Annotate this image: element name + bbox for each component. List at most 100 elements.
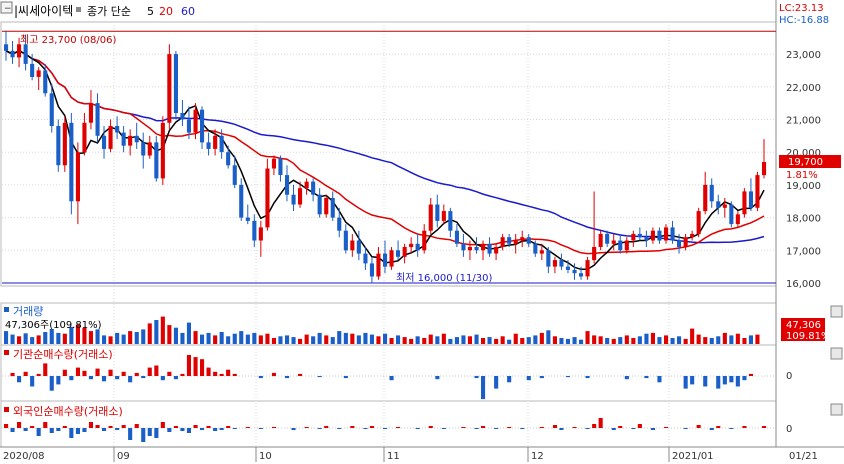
volume-bar [533,335,538,344]
volume-bar [611,338,616,344]
candle-body [565,266,570,270]
institution-bar [180,373,185,376]
volume-bar [500,336,505,344]
institution-bar [160,376,165,381]
volume-bar [513,333,518,344]
price-tick: 19,000 [786,181,821,192]
volume-bar [30,337,35,344]
institution-bar [141,376,146,379]
volume-bar [389,338,394,344]
institution-bar [200,359,205,376]
candle-body [258,227,263,241]
foreign-bar [193,425,198,428]
candle-body [624,240,629,251]
candle-body [252,220,257,241]
collapse-box-icon[interactable] [0,1,13,14]
volume-bar [4,331,9,344]
institution-bar [716,376,721,389]
institution-bars [2,355,776,400]
volume-panel-button[interactable] [830,305,843,318]
candle-body [664,227,669,241]
candle-body [311,181,316,195]
volume-bar [363,332,368,344]
institution-bar [115,376,120,380]
volume-bar [10,334,15,344]
foreign-bar [396,427,401,428]
volume-bar [75,324,80,344]
foreign-bar [36,428,41,436]
ma5-period: 5 [147,5,154,18]
candle-body [154,142,159,179]
institution-bar [173,376,178,380]
foreign-bar [10,428,15,432]
institution-zero-label: 0 [786,371,792,382]
candle-body [441,211,446,221]
volume-bar [356,335,361,344]
foreign-bar [729,428,734,429]
stock-name[interactable]: |씨세아이텍 [14,4,73,18]
candle-body [115,126,120,133]
foreign-panel-button[interactable] [830,403,843,416]
candle-body [30,63,35,77]
candle-body [435,204,440,221]
volume-bar [716,336,721,344]
candle-body [690,233,695,238]
foreign-bar [494,428,499,429]
volume-bar [677,336,682,344]
foreign-bar [683,428,688,429]
foreign-bar [128,428,133,440]
volume-bar [258,335,263,344]
candle-body [200,109,205,143]
candle-body [696,211,701,234]
institution-bar [167,371,172,376]
collapse-minus-icon: − [4,4,12,14]
candle-body [278,158,283,175]
volume-value: 47,306주(109.81%) [5,320,102,331]
foreign-bar [108,426,113,428]
volume-bar [343,332,348,344]
foreign-bar [304,427,309,428]
institution-bar [186,355,191,376]
price-tick: 16,000 [786,279,821,290]
institution-title: 기관순매수량(거래소) [13,348,113,361]
candle-body [128,135,133,146]
volume-bar [128,331,133,344]
volume-bar [245,334,250,344]
volume-bar [102,335,107,344]
institution-bar [657,376,662,383]
institution-panel-button[interactable] [830,347,843,360]
ma-label: 종가 단순 [87,5,131,18]
institution-bar [88,376,93,380]
candle-body [611,240,616,244]
candle-body [755,175,760,208]
foreign-bar [572,427,577,428]
institution-bar [703,376,708,387]
institution-bar [624,376,629,380]
foreign-bar [4,424,9,428]
institution-bar [389,376,394,381]
candle-body [324,198,329,215]
foreign-bar [461,427,466,428]
candle-body [102,135,107,149]
time-label: 2021/01 [672,451,714,462]
candle-body [141,142,146,156]
volume-bar [422,338,427,344]
volume-bar [298,338,303,344]
candle-body [396,250,401,257]
volume-bar [402,337,407,344]
candle-body [337,217,342,231]
volume-bar [650,332,655,344]
foreign-bar [709,428,714,430]
foreign-bar [271,427,276,428]
volume-bar [507,339,512,344]
institution-bar [285,376,290,379]
candle-body [389,250,394,267]
candle-body [644,237,649,241]
volume-title: 거래량 [13,305,43,318]
time-label: 12 [531,451,544,462]
foreign-bar [232,428,237,429]
price-tick: 21,000 [786,116,821,127]
foreign-bar [585,428,590,429]
volume-bar [88,331,93,344]
foreign-bar [742,426,747,428]
